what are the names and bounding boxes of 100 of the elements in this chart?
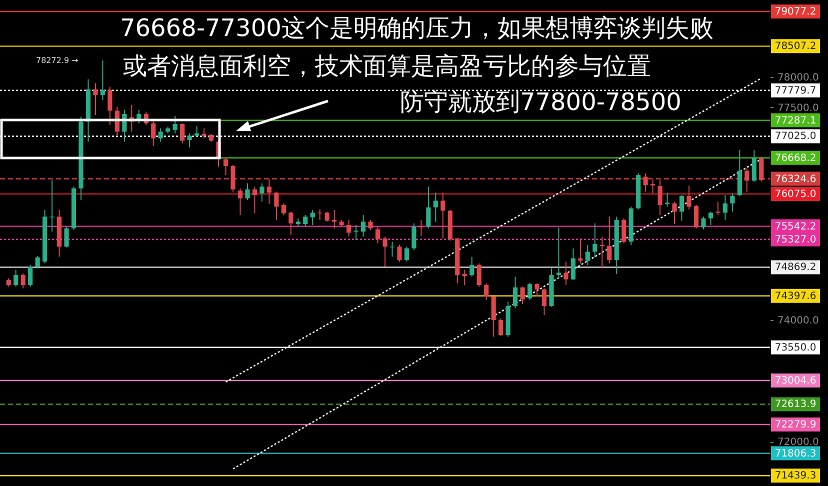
candlestick (527, 282, 532, 301)
candlestick (252, 186, 258, 214)
candlestick (491, 296, 496, 338)
candlestick (585, 244, 590, 266)
candlestick (600, 236, 604, 269)
candlestick (318, 208, 322, 221)
ref-line-label: 74397.6 (774, 290, 816, 302)
candlestick (108, 86, 112, 126)
candlestick (650, 180, 656, 194)
candlestick (694, 204, 699, 229)
ref-line-label: 71806.3 (774, 448, 816, 460)
ref-line-label: 73550.0 (774, 342, 816, 354)
candlestick (672, 201, 677, 225)
ref-line-label: 76075.0 (774, 188, 816, 200)
ref-line-label: 72613.9 (774, 399, 816, 410)
candlestick (360, 214, 366, 238)
candlestick (375, 226, 380, 244)
ref-line-label: 72279.9 (774, 420, 816, 431)
candlestick (303, 214, 308, 227)
candlestick (223, 156, 228, 176)
candlestick (686, 186, 692, 210)
candlestick (281, 202, 286, 216)
candlestick (390, 241, 395, 258)
candlestick (484, 282, 489, 301)
candlestick (172, 115, 178, 134)
candlestick (426, 186, 431, 229)
candlestick (534, 282, 540, 298)
ref-line-label: 77287.1 (774, 115, 816, 126)
candlestick (404, 246, 410, 262)
ref-line-label: 71439.3 (774, 470, 816, 482)
candlestick (187, 132, 192, 148)
candlestick (28, 264, 33, 288)
candlestick (730, 192, 735, 212)
candlestick (50, 180, 54, 232)
ref-line-label: 76668.2 (774, 152, 816, 164)
candlestick (202, 128, 206, 139)
ref-line-label: 76324.6 (774, 174, 816, 185)
candlestick (368, 220, 373, 231)
candlestick (158, 128, 163, 142)
candlestick (332, 209, 337, 229)
candlestick (520, 286, 525, 305)
candlestick (20, 272, 26, 289)
ref-line-label: 75542.2 (774, 221, 816, 232)
candlestick (462, 270, 467, 286)
y-tick-label: 74000.0 (778, 316, 819, 327)
candlestick (93, 82, 98, 116)
candlestick (708, 211, 714, 226)
candlestick (412, 222, 416, 251)
annotation: 防守就放到77800-78500 (400, 88, 682, 116)
candlestick (310, 209, 315, 226)
ref-line-label: 77779.7 (774, 85, 816, 96)
candlestick (35, 256, 40, 269)
candlestick (744, 168, 750, 192)
candlestick (470, 256, 474, 278)
candlestick (440, 192, 446, 239)
candlestick (180, 122, 185, 144)
candlestick (658, 180, 662, 216)
candlestick (679, 194, 684, 222)
ref-line-label: 74869.2 (774, 262, 816, 274)
y-tick-label: 72000.0 (778, 437, 819, 448)
candlestick (542, 288, 547, 316)
candlestick (230, 164, 236, 192)
annotation: 78272.9 → (36, 55, 78, 67)
candlestick (759, 156, 764, 182)
ref-line-label: 75327.0 (774, 234, 816, 246)
candlestick (418, 220, 424, 237)
ref-line-label: 78507.2 (774, 41, 816, 52)
candlestick (397, 244, 402, 262)
candlestick (556, 226, 562, 279)
ref-line-label: 79077.2 (774, 6, 816, 18)
candlestick (643, 172, 648, 192)
candlestick (570, 248, 576, 281)
candlestick (752, 150, 756, 182)
candlestick (288, 211, 294, 236)
candlestick (701, 216, 706, 230)
candlestick (433, 192, 438, 222)
candlestick (245, 182, 250, 201)
candlestick (564, 261, 568, 286)
candlestick (274, 191, 279, 221)
annotation: 或者消息面利空，技术面算是高盈亏比的参与位置 (123, 52, 651, 80)
candlestick (151, 119, 156, 146)
candlestick (476, 262, 482, 288)
candlestick (498, 318, 504, 337)
candlestick (622, 218, 626, 244)
annotation: 76668-77300这个是明确的压力，如果想博弈谈判失败 (120, 14, 714, 42)
candlestick (716, 201, 720, 216)
candlestick (664, 192, 670, 208)
candlestick (512, 276, 518, 309)
candlestick (382, 236, 388, 268)
candlestick (260, 182, 264, 202)
y-tick-label: 77500.0 (778, 102, 819, 114)
candlestick (354, 224, 358, 240)
candlestick (100, 60, 106, 101)
candlestick (266, 178, 272, 205)
candlestick (238, 188, 243, 216)
ref-line-label: 77025.0 (774, 131, 816, 142)
candlestick (346, 220, 352, 238)
candlestick (64, 226, 69, 248)
candlestick (722, 194, 728, 221)
candlestick (592, 222, 598, 258)
